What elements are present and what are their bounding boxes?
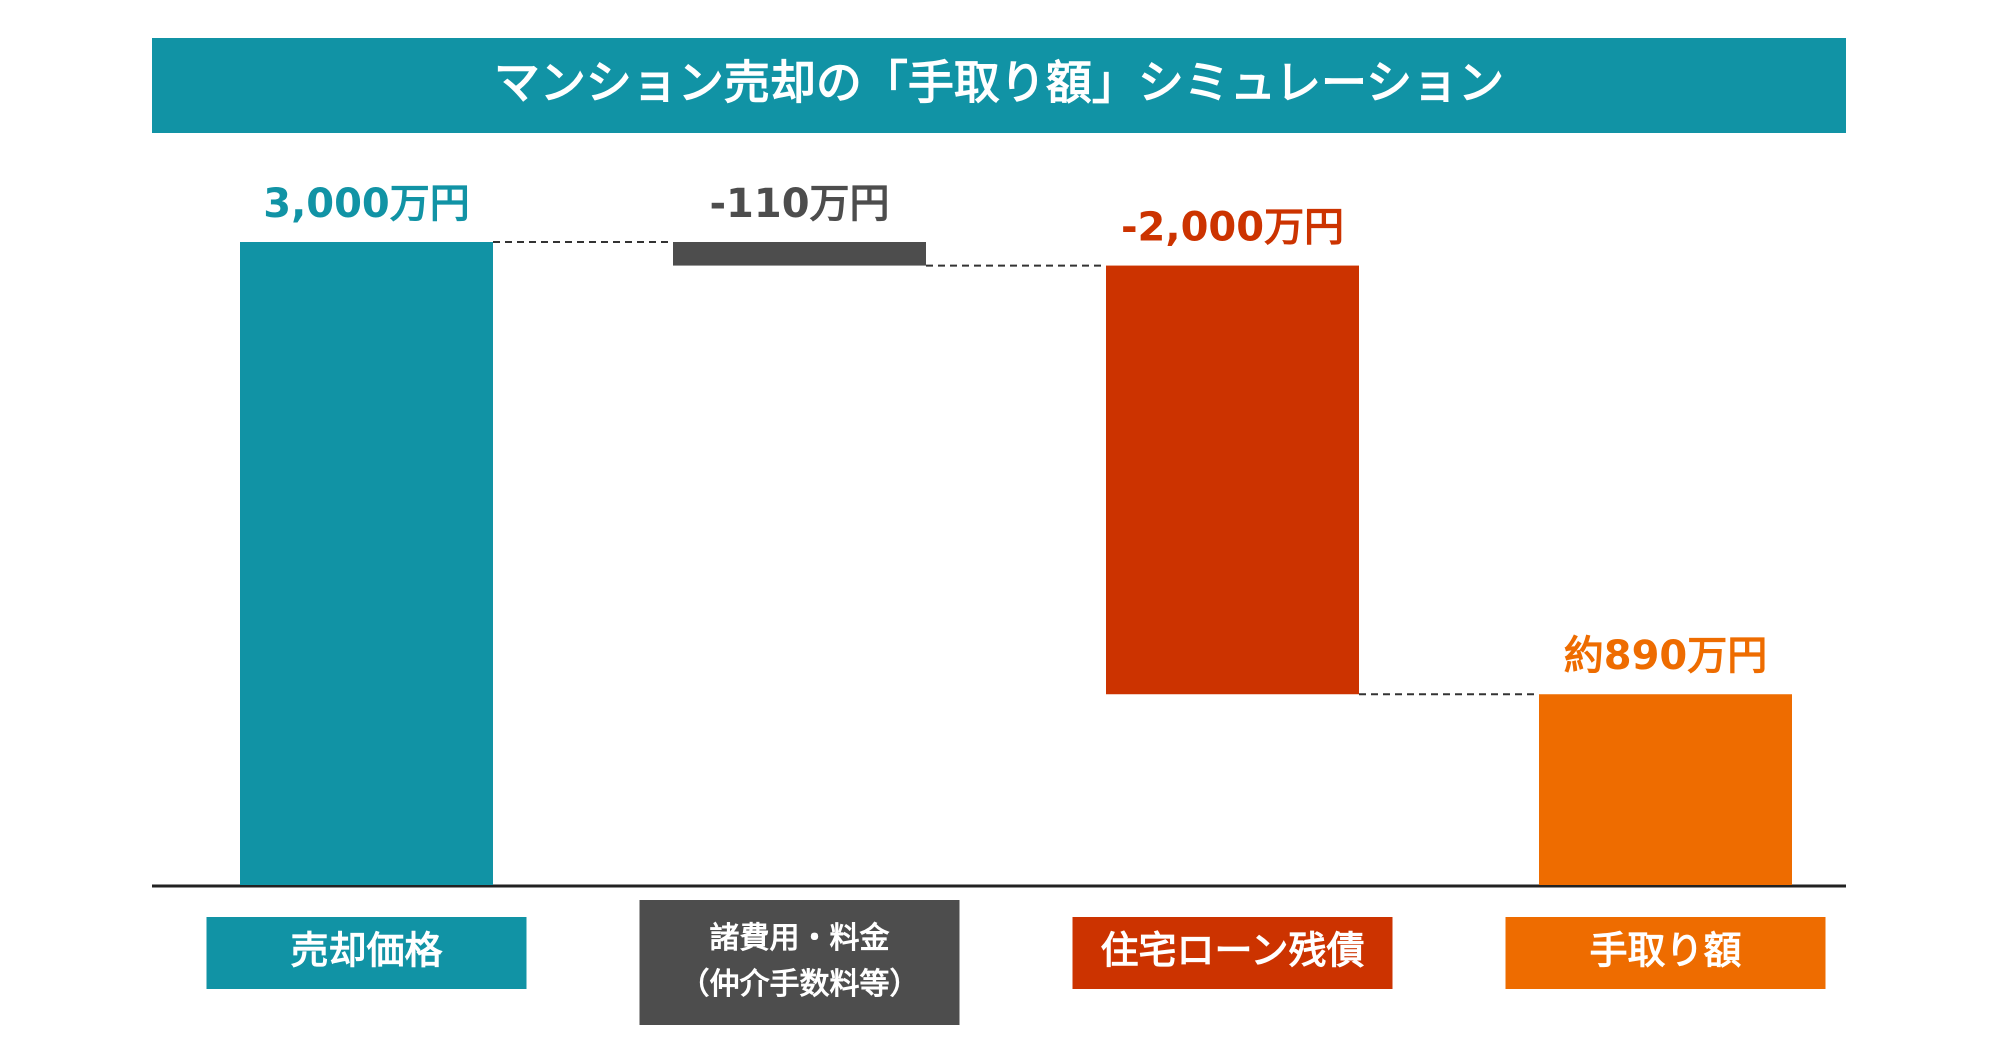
category-box bbox=[206, 917, 527, 989]
bar bbox=[1106, 265, 1359, 695]
value-label: 約890万円 bbox=[1564, 633, 1768, 679]
category-label: 売却価格 bbox=[290, 929, 443, 973]
category-label: 手取り額 bbox=[1589, 929, 1741, 973]
chart-title: マンション売却の「手取り額」シミュレーション bbox=[494, 56, 1504, 110]
bar bbox=[240, 242, 493, 885]
category-label: 諸費用・料金 bbox=[710, 921, 891, 956]
value-label: -110万円 bbox=[709, 181, 889, 227]
category-label: 住宅ローン残債 bbox=[1100, 929, 1364, 973]
category-label: （仲介手数料等） bbox=[680, 967, 920, 1002]
title-banner bbox=[152, 38, 1846, 133]
category-box bbox=[639, 900, 960, 1025]
bar bbox=[1539, 694, 1792, 885]
value-label: 3,000万円 bbox=[263, 181, 470, 227]
category-box bbox=[1072, 917, 1393, 989]
category-box bbox=[1505, 917, 1826, 989]
value-label: -2,000万円 bbox=[1121, 205, 1344, 251]
bar bbox=[673, 242, 926, 266]
